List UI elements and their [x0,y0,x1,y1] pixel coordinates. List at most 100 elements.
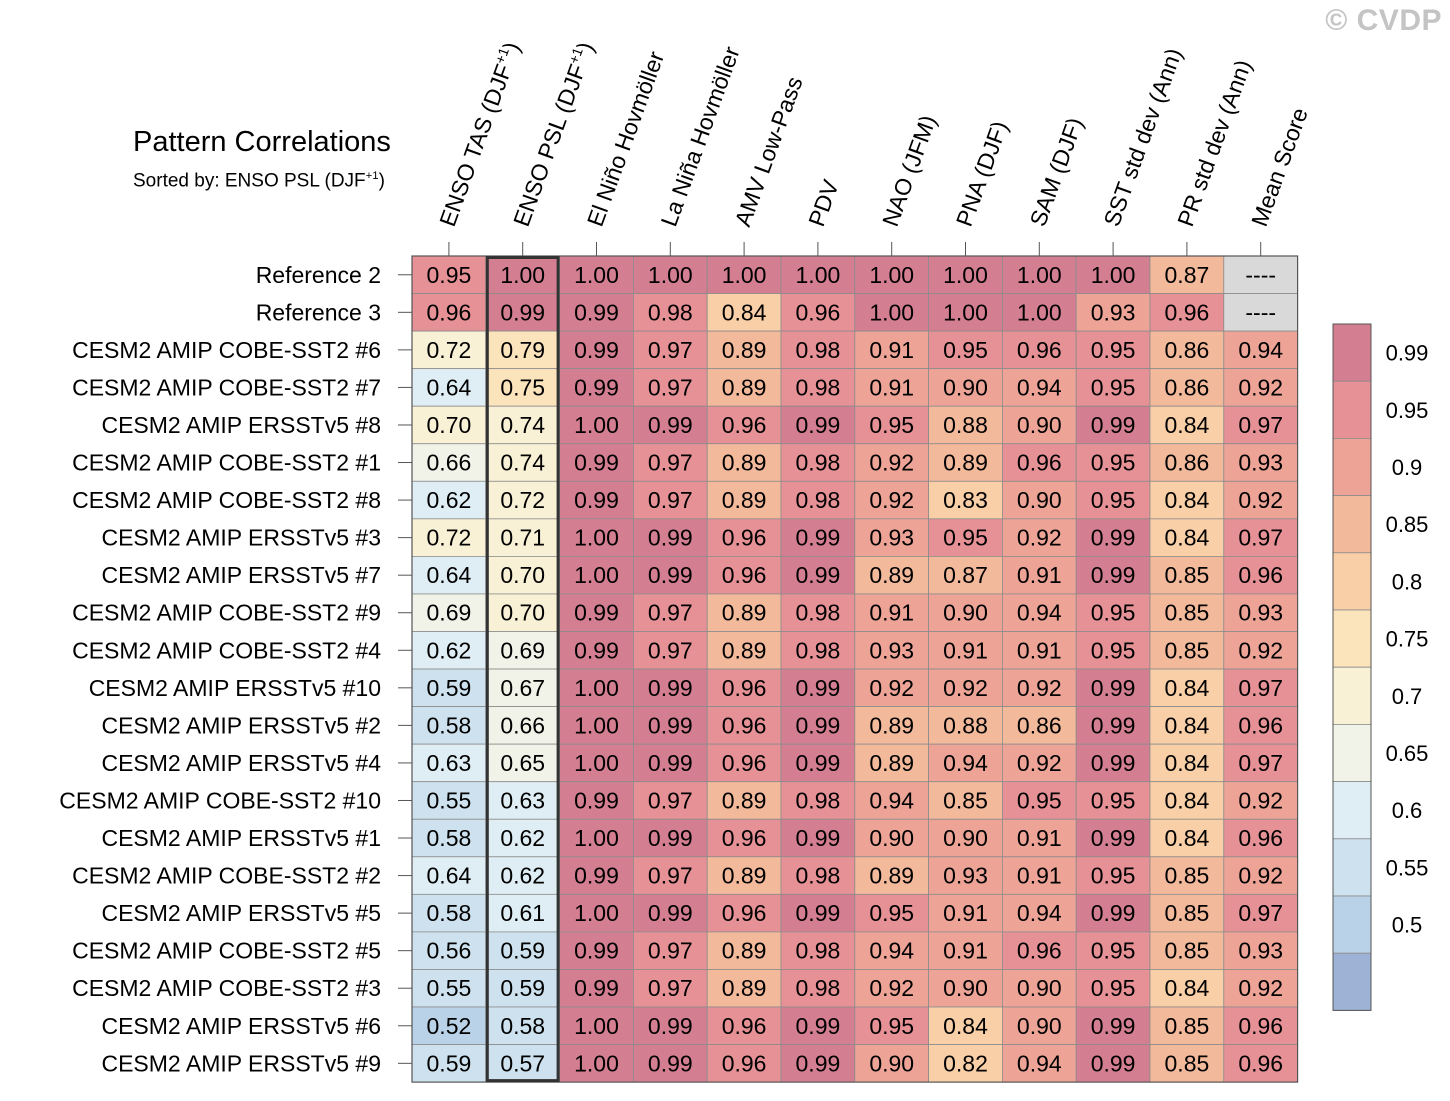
cell-value-label: 0.99 [1091,825,1136,851]
cell-value-label: 0.58 [427,825,472,851]
heatmap-cell [559,330,634,370]
heatmap-cell [928,743,1003,783]
colorbar-label: 0.75 [1386,627,1429,652]
cell-value-label: 0.96 [722,1013,767,1039]
cell-value-label: 0.55 [427,787,472,813]
cell-value-label: 0.97 [1238,525,1283,551]
heatmap-cell [854,969,929,1008]
heatmap-cell [1149,480,1225,520]
cell-value-label: 0.55 [427,975,472,1001]
cell-value-label: 0.99 [648,675,693,701]
heatmap-cell [928,556,1003,595]
column-label-text: AMV Low-Pass [729,73,807,230]
column-label-text: La Niña Hovmöller [656,43,745,230]
cell-value-label: 0.97 [1238,412,1283,438]
heatmap-cell [1223,1044,1299,1083]
cell-value-label: 0.58 [500,1013,545,1039]
cell-value-label: 0.56 [427,938,472,964]
heatmap-cell [1149,556,1225,595]
heatmap-cell [1223,743,1299,783]
cell-value-label: 0.89 [722,863,767,889]
heatmap-cell [1223,706,1299,745]
heatmap-cell [1002,969,1077,1008]
cell-value-label: 0.98 [796,374,841,400]
cell-value-label: 1.00 [574,712,619,738]
cell-value-label: 1.00 [943,299,988,325]
cell-value-label: 0.85 [1165,562,1210,588]
cell-value-label: 0.85 [1165,1050,1210,1076]
cell-value-label: 0.59 [500,975,545,1001]
heatmap-cell [633,330,708,370]
heatmap-cell [559,931,634,970]
cell-value-label: 0.95 [943,337,988,363]
row-label: CESM2 AMIP ERSSTv5 #8 [101,412,381,438]
heatmap-cell [1149,631,1225,670]
row-label: CESM2 AMIP COBE-SST2 #8 [72,487,381,513]
heatmap-cell [854,1044,929,1083]
row-label: CESM2 AMIP COBE-SST2 #4 [72,637,381,663]
heatmap-cell [1223,405,1299,445]
cell-value-label: 1.00 [869,299,914,325]
heatmap-cell [1149,893,1225,933]
cell-value-label: 0.99 [574,787,619,813]
column-label: SAM (DJF) [1025,114,1088,230]
heatmap-cell [1075,405,1151,445]
cell-value-label: 0.98 [796,787,841,813]
heatmap-cell [928,931,1003,970]
cell-value-label: 0.97 [1238,750,1283,776]
cell-value-label: 0.95 [1091,787,1136,813]
colorbar-swatch [1332,609,1372,668]
row-label: CESM2 AMIP ERSSTv5 #2 [101,712,381,738]
cell-value-label: 0.58 [427,712,472,738]
cell-value-label: 0.69 [500,637,545,663]
cell-value-label: 0.69 [427,600,472,626]
heatmap-cell [1149,818,1225,858]
heatmap-cell [1002,480,1077,520]
cell-value-label: 0.62 [427,487,472,513]
cell-value-label: 0.91 [869,337,914,363]
cell-value-label: 0.84 [1165,675,1210,701]
cell-value-label: 0.57 [500,1050,545,1076]
heatmap-cell [706,706,782,745]
cell-value-label: 0.99 [796,525,841,551]
cell-value-label: 0.87 [943,562,988,588]
cell-value-label: 0.79 [500,337,545,363]
cell-value-label: 0.92 [869,450,914,476]
cell-value-label: 0.85 [1165,900,1210,926]
heatmap-cell [1002,556,1077,595]
cell-value-label: 0.96 [1238,562,1283,588]
cell-value-label: 0.97 [648,450,693,476]
column-label: El Niño Hovmöller [582,48,669,230]
colorbar-swatch [1332,724,1372,783]
heatmap-cell [485,1044,560,1083]
heatmap-cell [1149,706,1225,745]
cell-value-label: 0.97 [1238,900,1283,926]
heatmap-cell [633,706,708,745]
cell-value-label: 0.89 [869,712,914,738]
row-label: CESM2 AMIP ERSSTv5 #5 [101,900,381,926]
cell-value-label: 0.85 [1165,1013,1210,1039]
cell-value-label: 0.84 [943,1013,988,1039]
heatmap-cell [411,969,487,1008]
chart-title: Pattern Correlations [133,126,391,158]
cell-value-label: 1.00 [574,1013,619,1039]
cell-value-label: 0.95 [1091,637,1136,663]
heatmap-cell [1075,480,1151,520]
heatmap-cell [485,631,560,670]
cell-value-label: 0.93 [1091,299,1136,325]
heatmap-cell [633,255,708,294]
heatmap-cell [854,781,929,820]
cell-value-label: 0.98 [796,938,841,964]
heatmap-cell [780,330,856,370]
cell-value-label: 0.96 [722,1050,767,1076]
cell-value-label: 0.87 [1165,262,1210,288]
colorbar-swatch [1332,838,1372,897]
cell-value-label: 0.94 [869,938,914,964]
heatmap-cell [780,668,856,707]
heatmap-cell [1002,255,1077,294]
heatmap-cell [706,443,782,482]
heatmap-cell [1223,631,1299,670]
cell-value-label: 0.85 [1165,637,1210,663]
cell-value-label: 0.97 [648,374,693,400]
heatmap-cell [411,893,487,933]
